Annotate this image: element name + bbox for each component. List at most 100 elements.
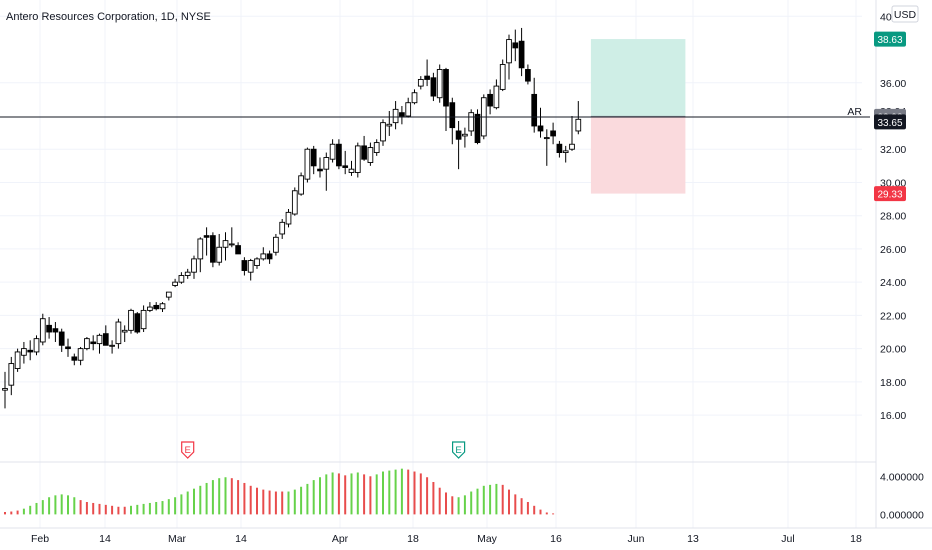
- candle-body: [159, 303, 166, 310]
- candle-body: [273, 236, 279, 253]
- candle-body: [128, 309, 134, 331]
- candle-body: [317, 168, 323, 172]
- candle-body: [392, 108, 399, 124]
- profit-zone: [590, 39, 686, 117]
- candle-body: [254, 258, 260, 266]
- price-tick-label: 32.00: [880, 144, 906, 156]
- time-tick-label: 18: [407, 533, 419, 545]
- candle-body: [191, 258, 197, 273]
- price-badge: [874, 186, 906, 202]
- candle-body: [134, 313, 141, 333]
- candle-body: [279, 221, 286, 235]
- candle-body: [424, 75, 430, 80]
- currency-label: USD: [894, 9, 917, 21]
- candle-body: [102, 333, 109, 346]
- candle-body: [241, 260, 248, 271]
- candle-body: [96, 334, 103, 345]
- candle-body: [165, 291, 172, 298]
- candle-body: [39, 318, 46, 343]
- time-tick-label: 13: [687, 533, 699, 545]
- candle-body: [84, 338, 90, 350]
- price-tick-label: 16.00: [880, 410, 906, 422]
- candle-body: [512, 42, 519, 49]
- candle-body: [449, 102, 456, 129]
- candle-body: [411, 92, 418, 104]
- candle-body: [436, 69, 443, 99]
- candles: [2, 27, 582, 409]
- candle-body: [443, 69, 449, 107]
- candle-body: [323, 157, 330, 170]
- candle-body: [386, 123, 393, 127]
- earnings-marker-label: E: [455, 445, 461, 456]
- time-tick-label: Feb: [31, 533, 49, 545]
- candle-body: [260, 253, 267, 260]
- candle-body: [518, 40, 525, 69]
- candle-body: [298, 175, 304, 195]
- candle-body: [147, 306, 153, 311]
- price-badge: [874, 114, 906, 130]
- loss-zone: [590, 116, 686, 194]
- candle-body: [291, 190, 298, 215]
- candle-body: [417, 78, 424, 87]
- candle-body: [569, 143, 575, 150]
- candle-body: [52, 328, 59, 333]
- candle-body: [348, 168, 355, 173]
- chart-title: Antero Resources Corporation, 1D, NYSE: [6, 11, 211, 23]
- time-tick-label: 14: [235, 533, 247, 545]
- time-tick-label: May: [477, 533, 498, 545]
- price-badge-label: 29.33: [877, 190, 902, 201]
- time-tick-label: Apr: [332, 533, 349, 545]
- time-tick-label: 16: [550, 533, 562, 545]
- price-badge-label: 38.63: [877, 35, 902, 46]
- candle-body: [216, 246, 223, 263]
- hist-tick-label: 0.000000: [880, 509, 924, 521]
- candle-body: [2, 388, 8, 391]
- currency-button[interactable]: [891, 5, 919, 23]
- candle-body: [228, 243, 235, 246]
- candle-body: [247, 260, 254, 273]
- candle-body: [77, 348, 84, 361]
- candle-body: [33, 338, 40, 353]
- candle-body: [140, 309, 147, 330]
- candle-body: [487, 93, 493, 107]
- candle-body: [462, 133, 468, 137]
- price-tick-label: 26.00: [880, 244, 906, 256]
- candle-body: [210, 235, 216, 263]
- candle-body: [65, 346, 71, 350]
- candle-body: [525, 69, 531, 82]
- candle-body: [178, 275, 185, 283]
- time-tick-label: 14: [99, 533, 111, 545]
- candle-body: [336, 143, 342, 167]
- price-badge: [874, 31, 906, 47]
- candle-body: [543, 137, 550, 140]
- candle-body: [342, 165, 349, 168]
- candle-body: [310, 148, 317, 167]
- candle-body: [14, 351, 21, 370]
- candle-body: [499, 64, 506, 90]
- price-tick-label: 36.00: [880, 78, 906, 90]
- candle-body: [468, 112, 475, 132]
- time-axis: Feb 14 Mar 14 Apr 18 May 16 Jun 13 Jul 18: [31, 533, 862, 545]
- candle-body: [575, 118, 582, 132]
- candle-body: [121, 329, 128, 333]
- time-tick-label: Jun: [628, 533, 645, 545]
- candle-body: [537, 125, 544, 132]
- candle-body: [153, 304, 160, 310]
- candle-body: [556, 143, 563, 154]
- price-tick-label: 28.00: [880, 211, 906, 223]
- histogram-indicator: [4, 468, 555, 515]
- candle-body: [27, 349, 34, 353]
- candle-body: [550, 130, 556, 137]
- position-zones: [590, 39, 686, 194]
- time-tick-label: Jul: [781, 533, 794, 545]
- candle-body: [380, 122, 386, 142]
- candle-body: [285, 211, 292, 225]
- candle-body: [399, 112, 405, 117]
- time-tick-label: Mar: [168, 533, 187, 545]
- price-tick-label: 24.00: [880, 277, 906, 289]
- candle-body: [235, 245, 241, 255]
- candle-body: [184, 271, 191, 276]
- candle-body: [203, 235, 210, 238]
